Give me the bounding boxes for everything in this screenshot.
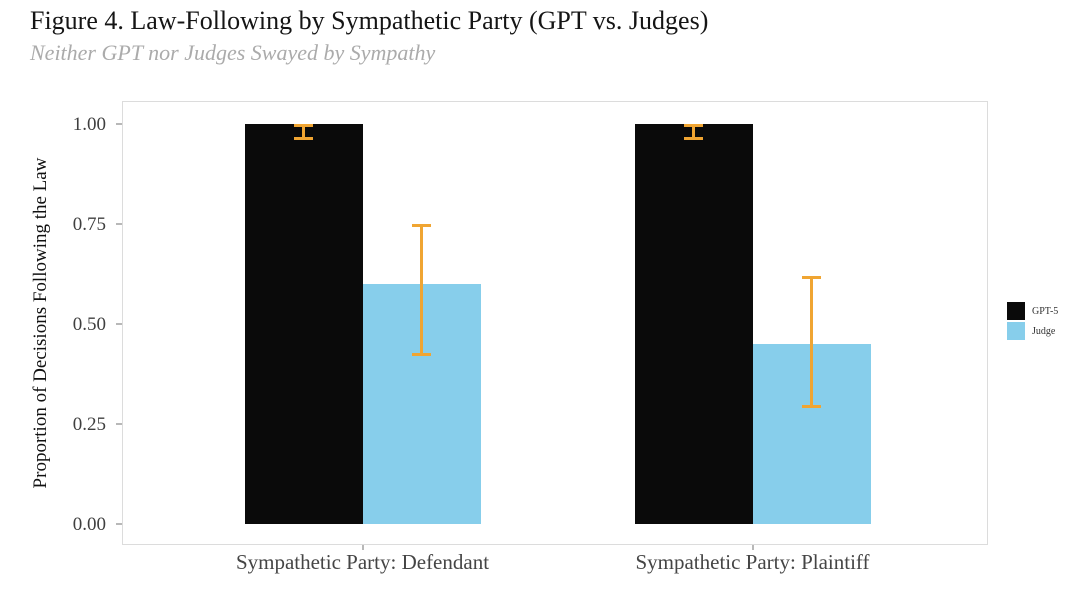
x-tick-mark [361,545,364,550]
error-bar-judge-sympathetic-party-plaintiff-stem [810,276,813,408]
error-bar-judge-sympathetic-party-plaintiff-cap-bottom [802,405,821,408]
y-tick-label: 1.00 [72,114,106,135]
bar-gpt-5-sympathetic-party-defendant [244,124,363,524]
y-tick-label: 0.25 [72,414,106,435]
y-tick-label: 0.00 [72,514,106,535]
error-bar-judge-sympathetic-party-defendant-stem [420,224,423,356]
x-tick-mark [751,545,754,550]
y-tick-label: 0.75 [72,214,106,235]
error-bar-gpt-5-sympathetic-party-defendant-cap-top [294,124,313,127]
legend-label-judge: Judge [1032,326,1056,337]
y-tick-mark [116,423,122,425]
error-bar-judge-sympathetic-party-defendant-cap-bottom [412,353,431,356]
error-bar-gpt-5-sympathetic-party-plaintiff-cap-bottom [684,137,703,140]
error-bar-judge-sympathetic-party-defendant-cap-top [412,224,431,227]
y-tick-mark [116,223,122,225]
figure-subtitle: Neither GPT nor Judges Swayed by Sympath… [30,40,436,65]
y-tick-label: 0.50 [72,314,106,335]
x-tick-label-sympathetic-party-plaintiff: Sympathetic Party: Plaintiff [635,550,870,574]
y-tick-mark [116,323,122,325]
figure-title: Figure 4. Law-Following by Sympathetic P… [30,6,709,35]
error-bar-judge-sympathetic-party-plaintiff-cap-top [802,276,821,279]
error-bar-gpt-5-sympathetic-party-plaintiff-cap-top [684,124,703,127]
error-bar-gpt-5-sympathetic-party-defendant-cap-bottom [294,137,313,140]
bar-gpt-5-sympathetic-party-plaintiff [634,124,753,524]
y-tick-mark [116,523,122,525]
legend-swatch-gpt-5 [1007,302,1025,320]
x-tick-label-sympathetic-party-defendant: Sympathetic Party: Defendant [235,550,490,574]
error-bar-gpt-5-sympathetic-party-plaintiff-stem [692,124,695,140]
y-tick-mark [116,123,122,125]
legend-label-gpt-5: GPT-5 [1032,306,1059,317]
legend-swatch-judge [1007,322,1025,340]
error-bar-gpt-5-sympathetic-party-defendant-stem [302,124,305,140]
